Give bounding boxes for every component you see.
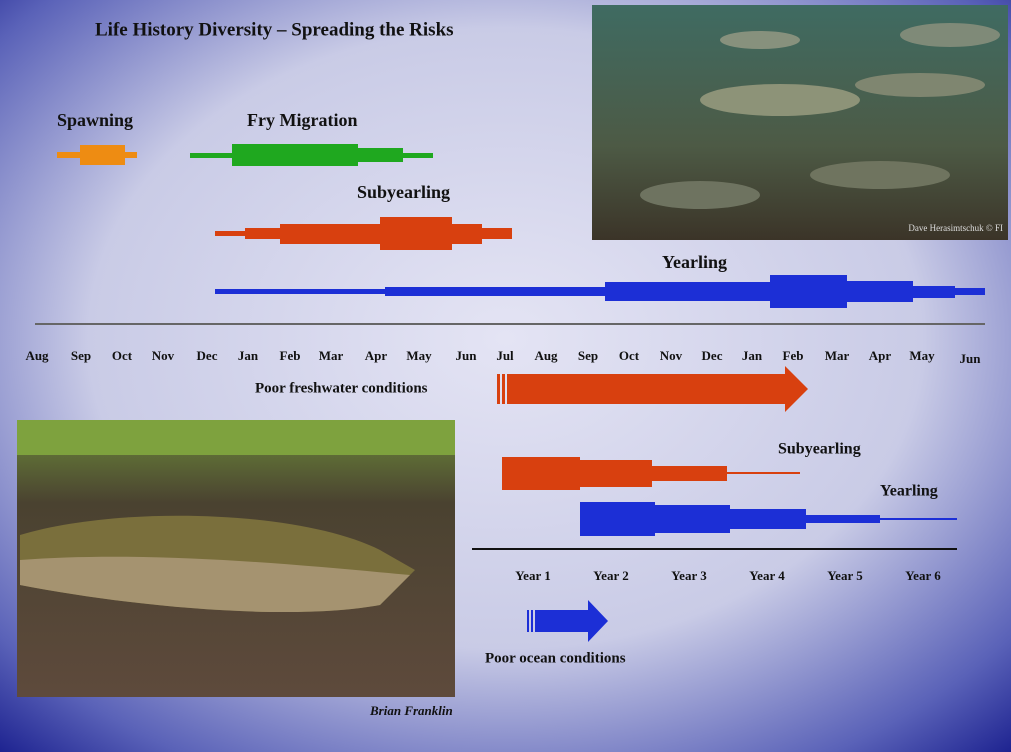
month-label: Dec xyxy=(197,348,218,363)
month-label: Oct xyxy=(619,348,640,363)
month-label: Jan xyxy=(742,348,763,363)
label: Poor freshwater conditions xyxy=(255,380,428,396)
photo-credit: Dave Herasimtschuk © FI xyxy=(908,223,1003,233)
month-label: Jun xyxy=(456,348,478,363)
photo-fish-school xyxy=(592,5,1008,240)
label: Poor ocean conditions xyxy=(485,650,626,666)
year-label: Year 5 xyxy=(827,568,863,583)
month-label: Mar xyxy=(825,348,850,363)
month-label: Jul xyxy=(496,348,514,363)
month-label: May xyxy=(909,348,935,363)
month-label: Jan xyxy=(238,348,259,363)
label: Yearling xyxy=(662,252,727,272)
label: Yearling xyxy=(880,483,938,500)
month-label: Mar xyxy=(319,348,344,363)
slide: Life History Diversity – Spreading the R… xyxy=(0,0,1011,752)
label: Subyearling xyxy=(778,441,861,458)
photo-salmon xyxy=(17,420,455,697)
month-label: Nov xyxy=(152,348,175,363)
month-label: Apr xyxy=(365,348,388,363)
year-label: Year 1 xyxy=(515,568,551,583)
label: Subyearling xyxy=(357,182,450,202)
label: Spawning xyxy=(57,110,133,130)
year-label: Year 4 xyxy=(749,568,785,583)
year-label: Year 2 xyxy=(593,568,629,583)
month-label: Oct xyxy=(112,348,133,363)
month-label: Feb xyxy=(783,348,804,363)
year-label: Year 6 xyxy=(905,568,941,583)
month-label: Aug xyxy=(25,348,49,363)
month-label: Sep xyxy=(578,348,598,363)
month-label: Dec xyxy=(702,348,723,363)
month-label: Jun xyxy=(960,351,982,366)
month-label: Feb xyxy=(280,348,301,363)
year-label: Year 3 xyxy=(671,568,707,583)
label: Fry Migration xyxy=(247,110,357,130)
month-label: Aug xyxy=(534,348,558,363)
month-label: Nov xyxy=(660,348,683,363)
month-label: Apr xyxy=(869,348,892,363)
month-label: May xyxy=(406,348,432,363)
month-label: Sep xyxy=(71,348,91,363)
title: Life History Diversity – Spreading the R… xyxy=(95,19,454,40)
photo-credit: Brian Franklin xyxy=(369,703,453,718)
